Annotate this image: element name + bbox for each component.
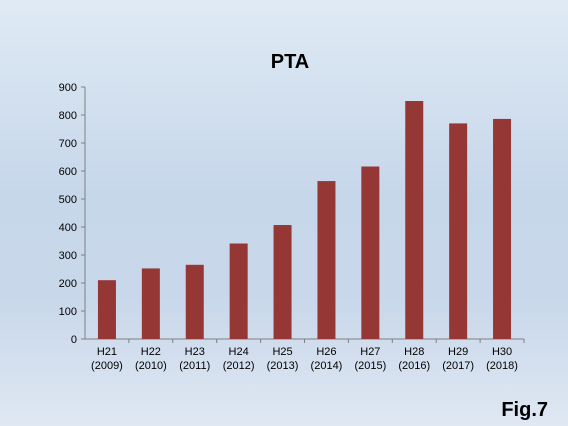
y-tick-label: 400 xyxy=(59,222,77,234)
x-tick-label: (2010) xyxy=(135,360,167,372)
bar xyxy=(449,123,468,340)
x-tick-label: (2009) xyxy=(91,360,123,372)
y-tick-label: 0 xyxy=(71,334,77,346)
x-tick-label: (2014) xyxy=(311,360,343,372)
x-tick-label: (2018) xyxy=(486,360,518,372)
x-tick-label: H24 xyxy=(229,346,249,358)
bars xyxy=(97,101,512,340)
x-tick-label: H30 xyxy=(492,346,512,358)
y-tick-label: 100 xyxy=(59,306,77,318)
figure-label: Fig.7 xyxy=(501,399,548,421)
x-tick-label: H27 xyxy=(360,346,380,358)
y-tick-label: 900 xyxy=(59,82,77,94)
chart-title: PTA xyxy=(271,51,310,73)
x-tick-label: H22 xyxy=(141,346,161,358)
y-tick-label: 800 xyxy=(59,110,77,122)
y-tick-label: 500 xyxy=(59,194,77,206)
x-tick-label: H21 xyxy=(97,346,117,358)
x-tick-label: H23 xyxy=(185,346,205,358)
x-tick-label: H26 xyxy=(316,346,336,358)
x-tick-label: (2011) xyxy=(179,360,210,372)
x-tick-label: (2017) xyxy=(442,360,474,372)
x-tick-label: H29 xyxy=(448,346,468,358)
bar xyxy=(141,268,160,339)
y-tick-label: 300 xyxy=(59,250,77,262)
bar xyxy=(317,181,336,339)
bar xyxy=(97,280,116,339)
bar xyxy=(229,243,248,339)
bar xyxy=(273,225,292,339)
y-axis-ticks: 0 100 200 300 400 500 600 700 800 900 xyxy=(59,82,85,346)
x-tick-label: (2016) xyxy=(398,360,430,372)
bar xyxy=(405,101,424,339)
bar xyxy=(185,264,204,339)
x-tick-label: (2012) xyxy=(223,360,255,372)
x-axis-ticks: H21 (2009) H22 (2010) H23 (2011) H24 (2012) H25 (… xyxy=(91,339,525,372)
y-tick-label: 200 xyxy=(59,278,77,290)
bar xyxy=(493,118,512,339)
x-tick-label: H28 xyxy=(404,346,424,358)
bar xyxy=(361,166,380,339)
x-tick-label: (2015) xyxy=(354,360,386,372)
x-tick-label: (2013) xyxy=(267,360,299,372)
x-tick-label: H25 xyxy=(272,346,292,358)
y-tick-label: 700 xyxy=(59,138,77,150)
y-tick-label: 600 xyxy=(59,166,77,178)
